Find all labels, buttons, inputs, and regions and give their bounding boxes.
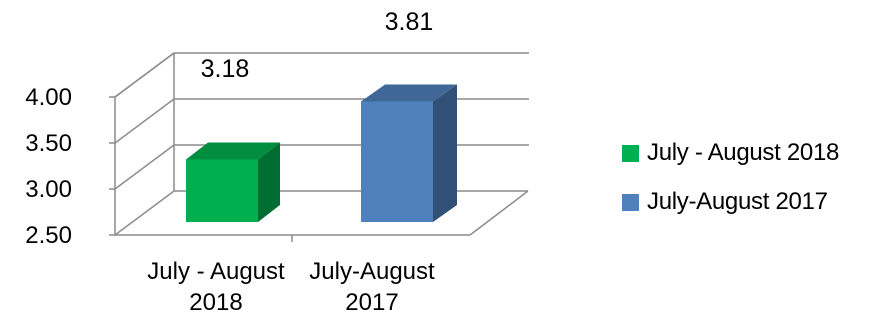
legend-item-2018: July - August 2018 xyxy=(622,139,840,166)
y-tick-label-0: 2.50 xyxy=(25,222,72,249)
bars xyxy=(186,84,457,222)
gridlines xyxy=(114,52,529,190)
y-tick-label-1: 3.00 xyxy=(25,176,72,203)
y-tick-label-2: 3.50 xyxy=(25,130,72,157)
x-category-label-0: July - August 2018 xyxy=(147,258,285,316)
x-category-label-1: July-August 2017 xyxy=(309,258,435,316)
bar-1 xyxy=(361,84,457,222)
legend-swatch-2018 xyxy=(622,144,639,162)
y-axis-tick-labels: 2.50 3.00 3.50 4.00 xyxy=(25,84,293,249)
legend-label-2018: July - August 2018 xyxy=(647,139,840,166)
data-labels: 3.18 3.81 xyxy=(201,8,434,83)
legend-item-2017: July-August 2017 xyxy=(622,188,839,215)
legend: July - August 2018 July-August 2017 xyxy=(622,139,840,238)
gridline-side-1 xyxy=(114,144,175,190)
gridline-side-3 xyxy=(114,52,175,98)
data-label-0: 3.18 xyxy=(201,55,250,83)
bar-0 xyxy=(186,142,280,222)
x-axis-category-labels: July - August 2018 July-August 2017 xyxy=(147,258,435,316)
bar-side-1 xyxy=(433,84,457,222)
y-tick-label-3: 4.00 xyxy=(25,84,72,111)
legend-swatch-2017 xyxy=(622,193,639,211)
bar-top-0 xyxy=(186,142,280,160)
gridline-side-2 xyxy=(114,98,175,144)
bar-front-1 xyxy=(361,101,433,222)
chart-frame xyxy=(114,52,529,236)
bar-front-0 xyxy=(186,159,258,222)
bar-side-0 xyxy=(258,142,280,222)
legend-label-2017: July-August 2017 xyxy=(647,188,828,215)
bar-top-1 xyxy=(361,84,457,102)
data-label-1: 3.81 xyxy=(385,8,434,36)
